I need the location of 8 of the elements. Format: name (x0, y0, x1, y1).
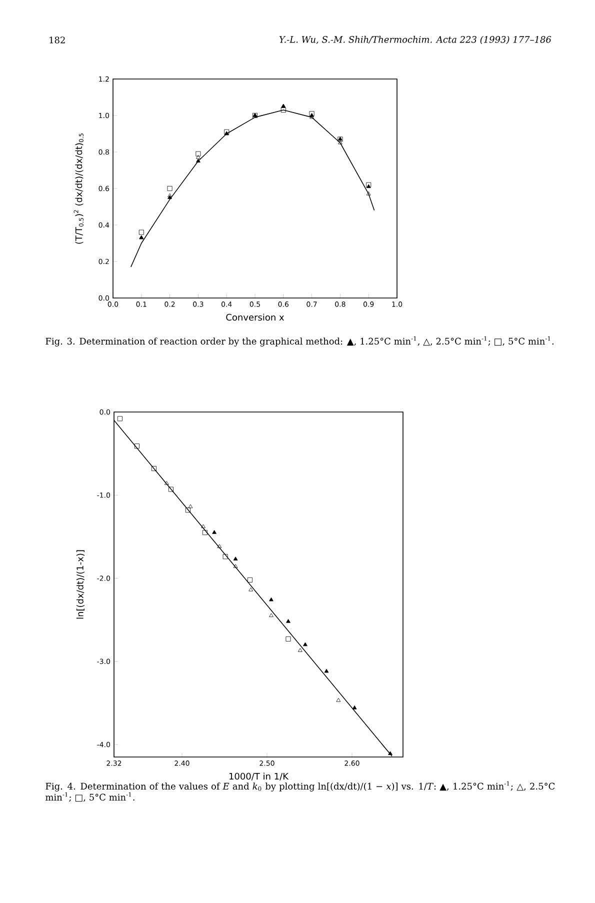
text: 182 (50, 36, 65, 44)
x-axis-title: Conversion x (226, 314, 284, 321)
x-axis-title: 1000/T in 1/K (229, 772, 289, 780)
y-axis-title: ln[(dx/dt)/(1-x)] (76, 550, 84, 619)
y-axis-title: (T/T$_{0.5}$)$^{2}$ (dx/dt)/(dx/dt)$_{0.5}$ (74, 134, 84, 244)
text: Y.-L. Wu, S.-M. Shih/Thermochim. Acta 223 (1993) 177–186 (279, 36, 552, 44)
caption: Fig. 3. Determination of reaction order by the graphical method: ▲, 1.25°C min$^{-1}$, △, 2.5°C min$^{-1}$; □, 5°C min$^{-1}$. (46, 336, 554, 346)
text: Fig. 4. Determination of the values of E and k$_{0}$ by plotting ln[(dx/dt)/(1 − x)] vs. 1/T: ▲, 1.25°C min$^{-1}$; △, 2.5°C min$^{-1}$; □, 5°C min$^{-1}$. (46, 781, 555, 802)
